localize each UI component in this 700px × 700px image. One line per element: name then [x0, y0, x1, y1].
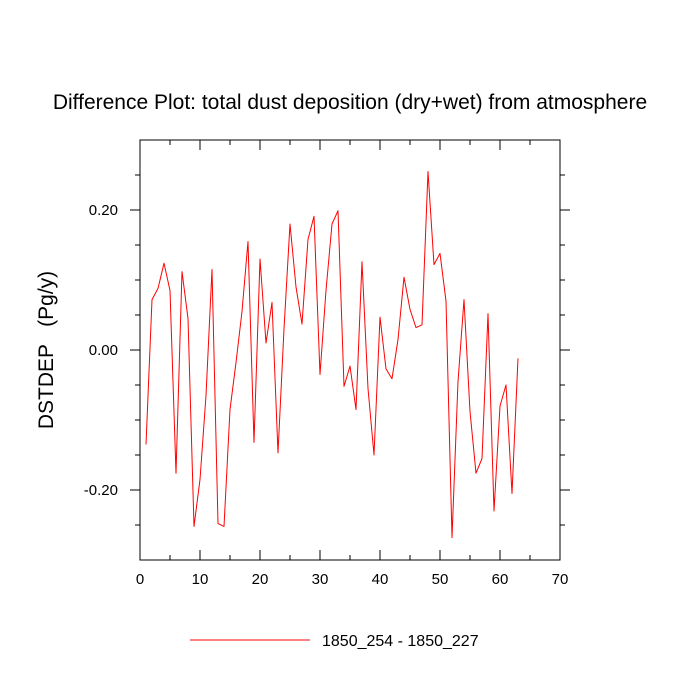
y-tick-label: 0.20	[89, 202, 118, 219]
chart-title: Difference Plot: total dust deposition (…	[53, 91, 647, 114]
x-tick-labels: 0 10 20 30 40 50 60 70	[136, 571, 569, 588]
x-tick-label: 20	[252, 571, 269, 588]
x-tick-label: 30	[312, 571, 329, 588]
x-tick-label: 10	[192, 571, 209, 588]
x-tick-label: 50	[432, 571, 449, 588]
x-tick-label: 60	[492, 571, 509, 588]
y-tick-label: 0.00	[89, 342, 118, 359]
y-tick-label: -0.20	[84, 482, 118, 499]
x-tick-label: 70	[552, 571, 569, 588]
plot-frame	[139, 139, 561, 561]
y-axis-label: DSTDEP (Pg/y)	[35, 271, 58, 429]
x-tick-label: 40	[372, 571, 389, 588]
axis-ticks	[130, 140, 570, 560]
legend-label: 1850_254 - 1850_227	[322, 633, 479, 650]
x-tick-label: 0	[136, 571, 144, 588]
series-line	[145, 171, 519, 539]
y-tick-labels: -0.20 0.00 0.20	[84, 202, 118, 499]
series-group	[145, 171, 519, 539]
legend: 1850_254 - 1850_227	[190, 633, 479, 650]
